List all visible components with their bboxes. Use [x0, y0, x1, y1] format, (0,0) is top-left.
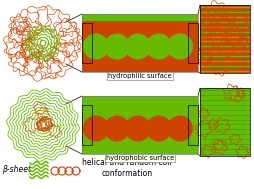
Bar — [188, 23, 198, 63]
Bar — [82, 103, 198, 154]
Bar — [82, 14, 198, 21]
Text: hydrophobic surface: hydrophobic surface — [106, 155, 174, 161]
Bar — [82, 96, 198, 103]
Text: helical and random coil
conformation: helical and random coil conformation — [82, 158, 172, 178]
Bar — [200, 5, 250, 73]
Circle shape — [167, 115, 193, 142]
Text: β-sheet: β-sheet — [2, 166, 31, 174]
Bar — [82, 14, 198, 72]
Text: hydrophilic surface: hydrophilic surface — [108, 73, 172, 79]
Circle shape — [125, 33, 151, 60]
Bar — [82, 96, 198, 154]
Bar — [82, 105, 92, 145]
Bar — [200, 88, 250, 156]
Circle shape — [104, 33, 130, 60]
Bar — [82, 21, 198, 72]
Bar — [200, 88, 250, 156]
Circle shape — [146, 115, 172, 142]
Circle shape — [146, 33, 172, 60]
Circle shape — [83, 33, 109, 60]
Bar — [188, 105, 198, 145]
Circle shape — [125, 115, 151, 142]
Circle shape — [83, 115, 109, 142]
Bar — [82, 23, 92, 63]
Circle shape — [104, 115, 130, 142]
Bar — [200, 5, 250, 73]
Circle shape — [167, 33, 193, 60]
